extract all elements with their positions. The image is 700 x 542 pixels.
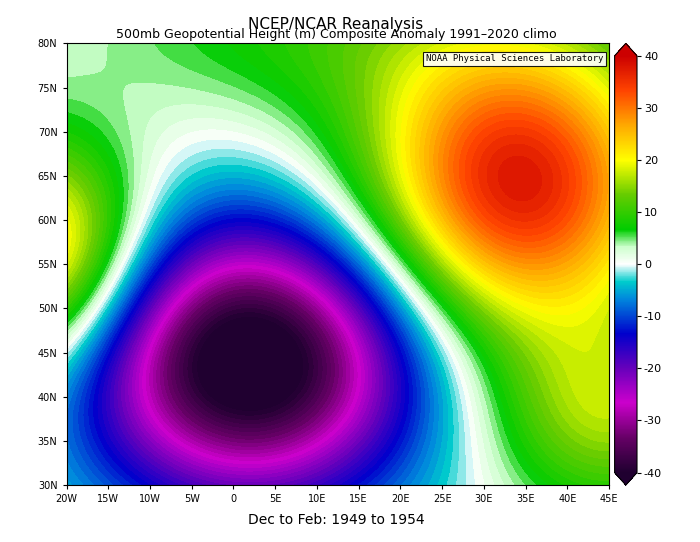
Text: NOAA Physical Sciences Laboratory: NOAA Physical Sciences Laboratory	[426, 54, 603, 63]
PathPatch shape	[615, 43, 637, 56]
Text: 500mb Geopotential Height (m) Composite Anomaly 1991–2020 climo: 500mb Geopotential Height (m) Composite …	[116, 28, 556, 41]
PathPatch shape	[615, 473, 637, 485]
Text: NCEP/NCAR Reanalysis: NCEP/NCAR Reanalysis	[248, 17, 424, 33]
Text: Dec to Feb: 1949 to 1954: Dec to Feb: 1949 to 1954	[248, 513, 424, 527]
